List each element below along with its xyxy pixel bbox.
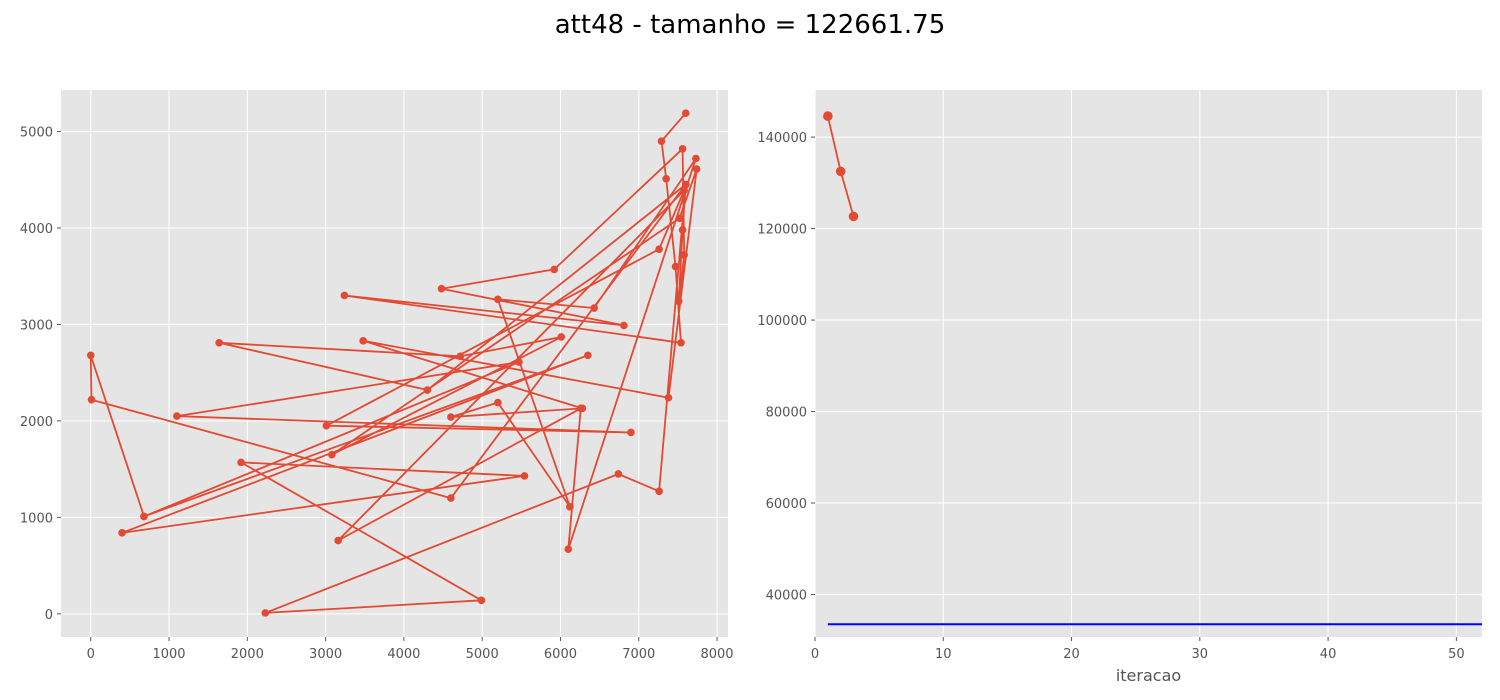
tour-data-point (118, 529, 126, 537)
tour-axes: 0 1000 2000 3000 4000 5000 6000 7000 8000 0 1000 20… (20, 90, 734, 662)
progress-ytick-label: 60000 (766, 497, 807, 512)
progress-xtick-label: 0 (811, 647, 819, 662)
progress-xtick-label: 30 (1192, 647, 1209, 662)
tour-data-point (87, 395, 96, 404)
tour-data-point (584, 351, 592, 360)
tour-data-point (590, 304, 598, 312)
tour-ytick-label: 3000 (20, 318, 53, 333)
tour-data-point (359, 337, 367, 345)
tour-data-point (566, 502, 574, 511)
tour-data-point (494, 398, 502, 407)
tour-data-point (674, 297, 683, 306)
tour-data-point (692, 165, 701, 173)
tour-data-point (477, 596, 486, 605)
tour-xtick-label: 8000 (700, 647, 733, 662)
tour-data-point (671, 262, 680, 271)
progress-data-point (823, 111, 833, 121)
tour-data-point (515, 358, 523, 366)
tour-ytick-label: 4000 (20, 222, 53, 237)
tour-xtick-label: 6000 (544, 647, 577, 662)
tour-data-point (328, 450, 336, 459)
tour-data-point (680, 186, 688, 195)
tour-data-point (564, 545, 573, 554)
tour-data-point (423, 386, 432, 394)
tour-data-point (627, 428, 635, 437)
tour-data-point (215, 338, 223, 347)
tour-xtick-label: 4000 (387, 647, 420, 662)
tour-xtick-label: 7000 (622, 647, 655, 662)
tour-data-point (237, 458, 245, 467)
tour-data-point (550, 265, 559, 274)
progress-plot-area (815, 90, 1482, 637)
progress-data-point (835, 166, 846, 177)
tour-plot-area (61, 90, 728, 637)
tour-data-point (447, 494, 455, 502)
figure-title: att48 - tamanho = 122661.75 (554, 10, 946, 40)
tour-data-point (577, 404, 585, 413)
progress-axes: 0 10 20 30 40 50 40000 60000 80000 100000 120000 14… (757, 90, 1482, 685)
progress-ytick-label: 120000 (757, 223, 807, 238)
tour-data-point (677, 338, 685, 347)
tour-data-point (675, 214, 684, 223)
progress-xtick-label: 40 (1320, 647, 1337, 662)
progress-ytick-label: 40000 (766, 588, 807, 603)
tour-data-point (140, 512, 148, 521)
tour-data-point (322, 421, 331, 430)
tour-data-point (340, 291, 349, 300)
tour-data-point (662, 174, 670, 183)
tour-data-point (437, 284, 446, 293)
progress-xlabel: iteracao (1116, 666, 1181, 685)
progress-data-point (848, 211, 859, 222)
tour-data-point (173, 412, 181, 420)
tour-ytick-label: 1000 (20, 511, 53, 526)
tour-data-point (692, 154, 700, 163)
tour-ytick-label: 5000 (20, 125, 53, 140)
tour-data-point (678, 145, 687, 153)
progress-ytick-label: 80000 (766, 406, 807, 421)
tour-data-point (681, 109, 690, 117)
tour-data-point (657, 137, 666, 145)
tour-xtick-label: 3000 (309, 647, 342, 662)
tour-data-point (447, 413, 455, 421)
tour-xtick-label: 1000 (152, 647, 185, 662)
tour-data-point (678, 226, 687, 234)
tour-data-point (261, 609, 270, 617)
tour-data-point (334, 536, 342, 545)
tour-data-point (494, 295, 502, 304)
tour-data-point (557, 333, 566, 341)
progress-xtick-label: 10 (935, 647, 952, 662)
tour-data-point (680, 251, 688, 259)
tour-data-point (614, 470, 623, 478)
tour-xtick-label: 5000 (466, 647, 499, 662)
tour-data-point (520, 472, 529, 480)
progress-xtick-label: 20 (1063, 647, 1080, 662)
tour-data-point (655, 487, 663, 496)
tour-ytick-label: 2000 (20, 415, 53, 430)
tour-data-point (456, 352, 465, 361)
tour-data-point (681, 180, 690, 189)
tour-data-point (655, 245, 663, 253)
tour-data-point (86, 351, 95, 360)
progress-ytick-label: 140000 (757, 131, 807, 146)
progress-xtick-label: 50 (1448, 647, 1465, 662)
tour-ytick-label: 0 (45, 608, 53, 623)
tour-xtick-label: 0 (87, 647, 95, 662)
progress-ytick-label: 100000 (757, 314, 807, 329)
tour-xtick-label: 2000 (231, 647, 264, 662)
tour-data-point (620, 321, 628, 330)
tour-data-point (664, 393, 673, 402)
